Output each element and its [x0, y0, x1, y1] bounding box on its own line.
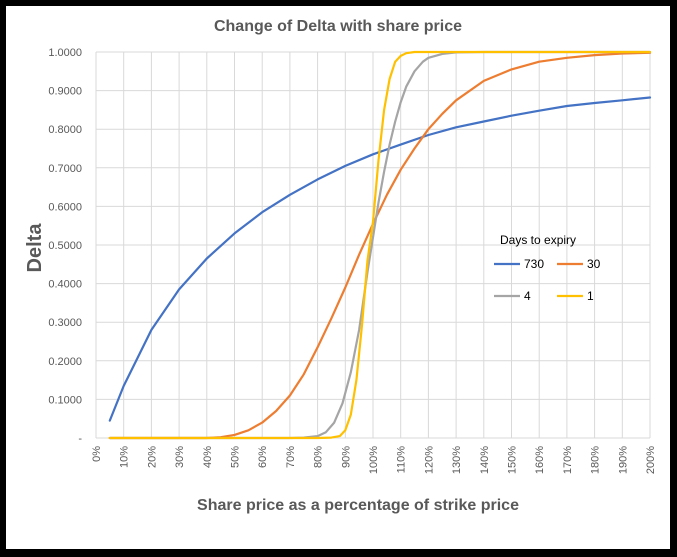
x-tick-label: 90%: [340, 446, 352, 468]
x-tick-label: 0%: [91, 446, 103, 462]
x-tick-label: 50%: [230, 446, 242, 468]
y-tick-label: 0.1000: [48, 394, 82, 406]
legend-label-30: 30: [587, 257, 601, 271]
y-tick-label: 0.2000: [48, 356, 82, 368]
series-line-1: [108, 50, 652, 440]
x-tick-label: 140%: [479, 446, 491, 474]
x-tick-label: 110%: [396, 446, 408, 474]
legend-label-730: 730: [524, 257, 544, 271]
legend-label-4: 4: [524, 289, 531, 303]
x-tick-label: 60%: [257, 446, 269, 468]
x-tick-label: 180%: [590, 446, 602, 474]
chart-title: Change of Delta with share price: [214, 18, 462, 35]
y-tick-label: 0.4000: [48, 279, 82, 291]
series-line-30: [108, 51, 652, 440]
x-tick-label: 30%: [174, 446, 186, 468]
x-tick-label: 150%: [507, 446, 519, 474]
x-tick-label: 200%: [645, 446, 657, 474]
grid: [95, 51, 651, 439]
x-tick-label: 130%: [451, 446, 463, 474]
y-tick-label: 0.7000: [48, 163, 82, 175]
legend: Days to expiry 730 30 4 1: [494, 233, 601, 303]
y-axis-title: Delta: [24, 223, 46, 273]
x-tick-label: 80%: [313, 446, 325, 468]
y-tick-label: 0.5000: [48, 240, 82, 252]
x-tick-label: 70%: [285, 446, 297, 468]
y-tick-labels: - 0.1000 0.2000 0.3000 0.4000 0.5000 0.6000 0.7…: [48, 47, 82, 445]
legend-title: Days to expiry: [500, 233, 576, 247]
x-tick-label: 100%: [368, 446, 380, 474]
x-tick-label: 10%: [119, 446, 131, 468]
x-axis-title: Share price as a percentage of strike pr…: [197, 497, 519, 514]
y-tick-label: 0.9000: [48, 86, 82, 98]
x-tick-label: 190%: [617, 446, 629, 474]
x-tick-label: 160%: [534, 446, 546, 474]
x-tick-label: 170%: [562, 446, 574, 474]
y-tick-label: 0.8000: [48, 124, 82, 136]
x-tick-label: 20%: [146, 446, 158, 468]
series-line-730: [108, 96, 652, 422]
y-tick-label: -: [78, 433, 82, 445]
y-tick-label: 0.6000: [48, 201, 82, 213]
y-tick-label: 1.0000: [48, 47, 82, 59]
legend-label-1: 1: [587, 289, 594, 303]
y-tick-label: 0.3000: [48, 317, 82, 329]
chart-panel: [6, 6, 670, 549]
x-tick-labels: 0% 10% 20% 30% 40% 50% 60% 70% 80% 90% 100% 110% 120…: [91, 446, 657, 474]
x-tick-label: 120%: [423, 446, 435, 474]
x-tick-label: 40%: [202, 446, 214, 468]
series-lines: [108, 50, 652, 440]
